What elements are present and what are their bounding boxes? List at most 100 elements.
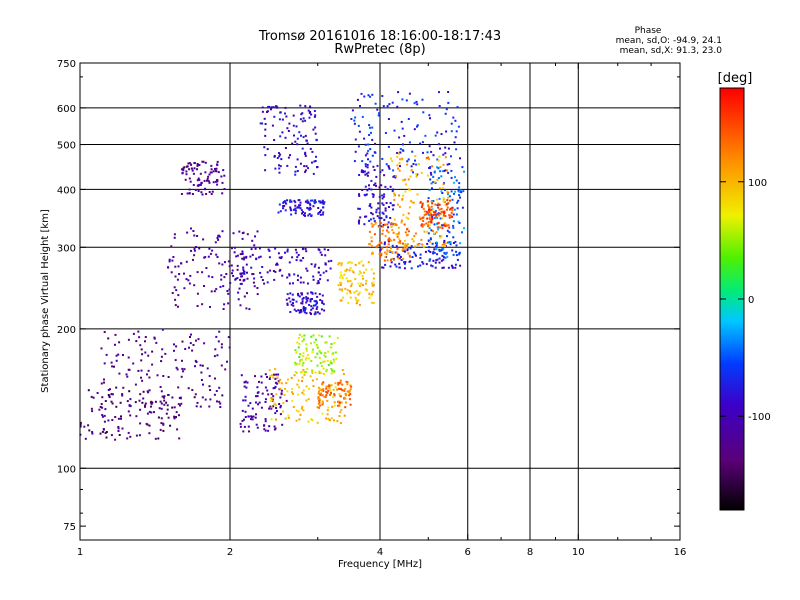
colorbar-segment [720,178,744,181]
data-point [285,382,288,385]
data-point [390,222,393,225]
data-point [397,167,400,170]
data-point [392,188,395,191]
data-point [426,242,429,245]
data-point [428,210,431,213]
data-point [372,290,375,293]
data-point [435,241,438,244]
data-point [274,368,277,371]
x-tick-label: 6 [465,547,471,558]
colorbar-segment [720,458,744,461]
colorbar-segment [720,450,744,453]
data-point [193,247,196,250]
data-point [407,118,410,120]
data-point [244,395,247,398]
data-point [393,194,396,197]
data-point [422,216,425,219]
data-point [293,273,296,276]
colorbar-segment [720,182,744,185]
data-point [450,130,453,133]
data-point [192,184,195,186]
data-point [159,428,162,431]
x-tick-label: 4 [377,547,383,558]
data-point [461,231,463,234]
data-point [372,165,375,168]
data-point [430,173,433,176]
data-point [426,212,429,215]
data-point [364,163,367,166]
data-point [191,169,194,172]
data-point [282,410,285,413]
data-point [346,381,349,384]
data-point [393,198,396,201]
data-point [372,301,375,304]
data-point [139,422,142,425]
colorbar-segment [720,152,744,155]
colorbar-segment [720,438,744,441]
data-point [359,105,361,107]
data-point [440,249,442,252]
colorbar-segment [720,482,744,485]
colorbar-segment [720,262,744,265]
data-point [420,172,423,174]
data-point [435,259,438,262]
data-point [287,414,290,417]
data-point [300,310,303,313]
data-point [377,114,380,117]
data-point [117,353,120,356]
data-point [399,165,401,168]
data-point [256,230,259,233]
data-point [223,188,226,190]
data-point [461,166,464,169]
data-point [173,349,175,352]
data-point [441,247,444,250]
data-point [419,257,422,259]
data-point [251,407,254,410]
data-point [286,302,289,305]
data-point [291,293,294,296]
colorbar-segment [720,140,744,143]
data-point [135,415,138,418]
colorbar-segment [720,256,744,259]
data-point [178,273,181,275]
data-point [317,207,320,209]
data-point [419,201,422,204]
data-point [279,378,282,381]
data-point [224,261,226,264]
data-point [221,230,224,233]
data-point [177,265,180,268]
colorbar-segment [720,404,744,407]
data-point [87,389,90,392]
data-point [381,95,384,97]
data-point [304,119,307,122]
data-point [244,399,247,402]
data-point [337,284,340,287]
data-point [371,126,374,129]
data-point [393,238,396,241]
data-point [313,341,316,344]
data-point [302,389,305,392]
x-tick-label: 2 [227,547,233,558]
data-point [153,336,156,339]
colorbar-segment [720,304,744,307]
data-point [384,209,387,212]
data-point [295,362,298,365]
data-point [261,279,264,281]
data-point [121,394,124,397]
data-point [309,300,312,303]
data-point [101,396,104,399]
data-point [381,202,384,205]
data-point [310,199,312,202]
data-point [306,142,309,145]
data-point [392,169,395,172]
data-point [373,233,376,236]
data-point [420,224,423,227]
colorbar-segment [720,282,744,285]
data-point [263,428,266,431]
data-point [443,210,446,213]
data-point [462,190,465,193]
data-point [397,241,400,244]
x-tick-label: 10 [572,547,585,558]
data-point [288,122,291,125]
data-point [384,255,387,258]
